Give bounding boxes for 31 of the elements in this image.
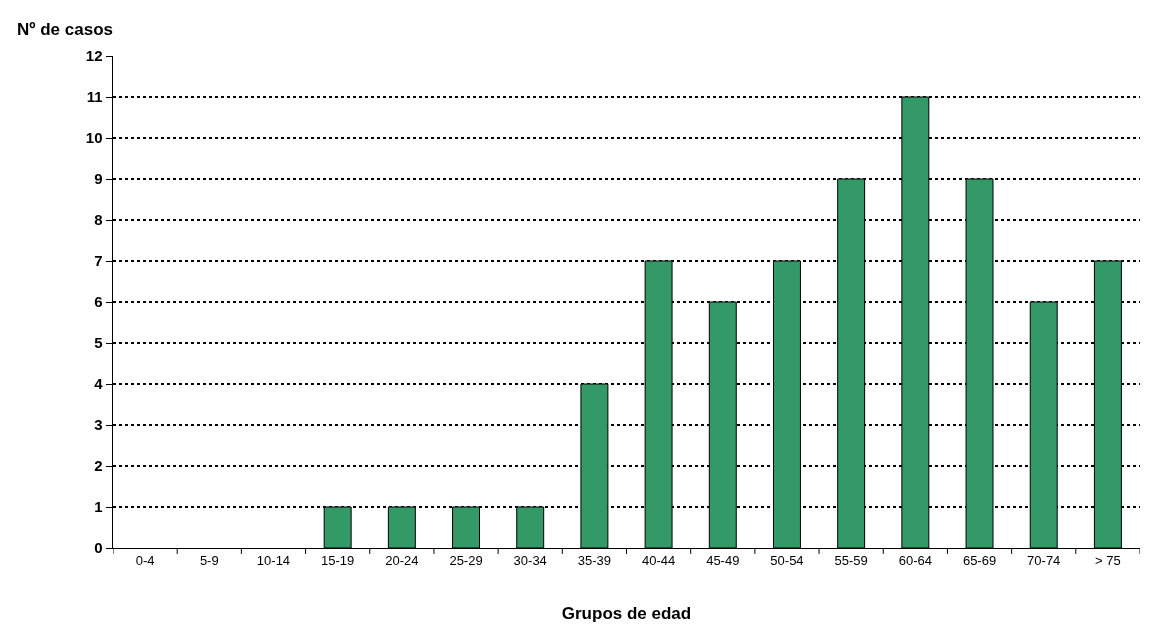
y-tick-label: 8 bbox=[94, 211, 103, 229]
y-tick-label: 7 bbox=[94, 252, 103, 270]
x-tick-label: 50-54 bbox=[770, 552, 804, 568]
x-tick-label: 35-39 bbox=[577, 552, 612, 568]
x-tick-label: > 75 bbox=[1095, 552, 1121, 568]
y-tick-label: 6 bbox=[94, 293, 103, 311]
x-tick-label: 40-44 bbox=[641, 552, 676, 568]
y-tick-label: 5 bbox=[94, 334, 103, 352]
y-tick-label: 3 bbox=[94, 416, 103, 434]
y-tick-label: 0 bbox=[94, 539, 103, 557]
x-tick-label: 70-74 bbox=[1027, 552, 1061, 568]
y-axis-title: Nº de casos bbox=[17, 20, 113, 39]
y-tick-label: 12 bbox=[85, 47, 103, 65]
y-tick-label: 9 bbox=[94, 170, 103, 188]
y-tick-label: 2 bbox=[94, 457, 103, 475]
x-tick-label: 30-34 bbox=[513, 552, 547, 568]
x-tick-label: 60-64 bbox=[898, 552, 932, 568]
x-tick-label: 65-69 bbox=[962, 552, 997, 568]
y-tick-label: 4 bbox=[94, 375, 104, 393]
x-tick-label: 25-29 bbox=[449, 552, 483, 568]
x-tick-label: 55-59 bbox=[834, 552, 868, 568]
x-tick-label: 15-19 bbox=[321, 552, 355, 568]
x-tick-label: 0-4 bbox=[135, 552, 155, 568]
x-tick-label: 5-9 bbox=[199, 552, 219, 568]
y-tick-label: 10 bbox=[85, 129, 103, 147]
y-tick-label: 1 bbox=[94, 498, 103, 516]
x-axis-title: Grupos de edad bbox=[561, 604, 692, 623]
y-tick-label: 11 bbox=[86, 88, 103, 106]
x-tick-label: 20-24 bbox=[385, 552, 419, 568]
x-tick-label: 10-14 bbox=[256, 552, 291, 568]
x-tick-label: 45-49 bbox=[706, 552, 740, 568]
